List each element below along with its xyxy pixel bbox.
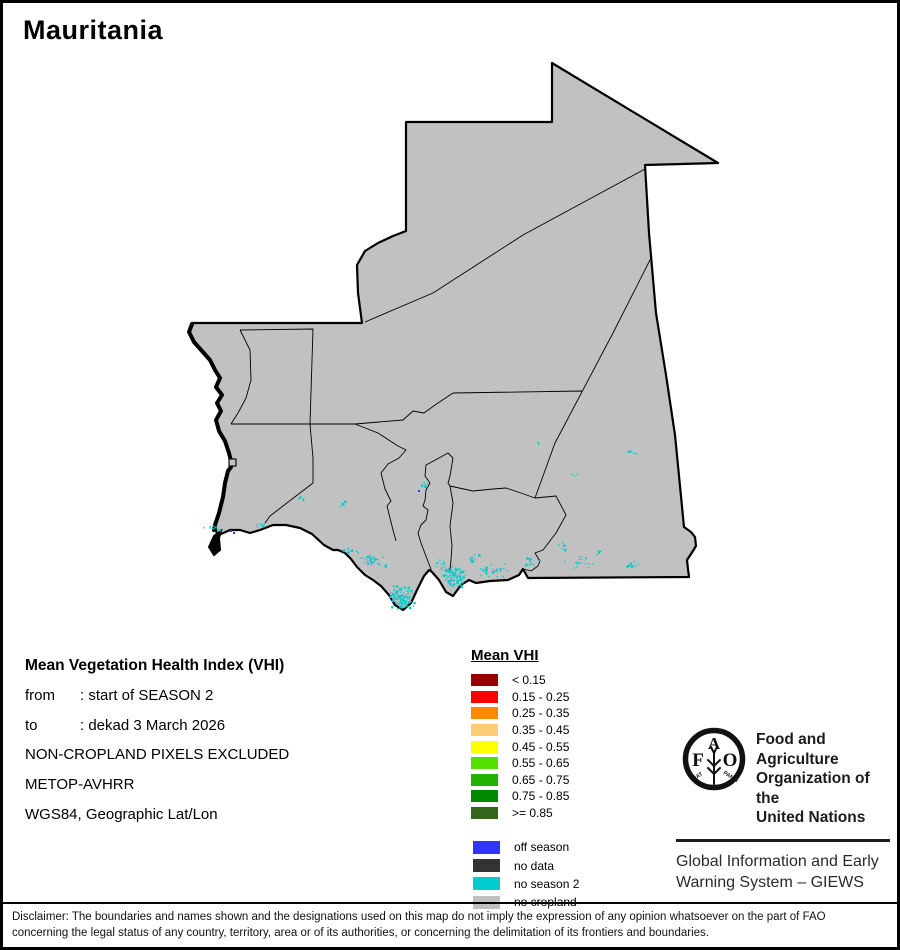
info-row-value: : dekad 3 March 2026 <box>80 716 226 734</box>
info-row-to: to : dekad 3 March 2026 <box>25 711 289 741</box>
fao-name: Food and Agriculture Organization of the… <box>756 727 892 828</box>
admin-boundaries <box>230 168 653 573</box>
legend-swatch <box>473 877 500 891</box>
legend-row: 0.35 - 0.45 <box>471 722 579 739</box>
legend-label: 0.45 - 0.55 <box>512 739 570 754</box>
country-outline <box>187 61 720 612</box>
legend-swatch <box>471 740 498 753</box>
cape-blob <box>207 528 223 557</box>
legend-swatch <box>471 807 498 820</box>
legend-label: 0.55 - 0.65 <box>512 756 570 771</box>
legend-row: no data <box>471 857 579 875</box>
info-line-noncropland: NON-CROPLAND PIXELS EXCLUDED <box>25 746 290 764</box>
legend-row: 0.45 - 0.55 <box>471 738 579 755</box>
organization-block: F A O FIAT PANIS Food and Agriculture Or… <box>676 727 892 894</box>
fao-motto-fiat: FIAT <box>691 771 705 783</box>
legend-label: 0.35 - 0.45 <box>512 723 570 738</box>
cropland-speckles <box>203 441 639 610</box>
fao-letter-o: O <box>723 750 738 771</box>
legend-swatch <box>471 790 498 803</box>
info-heading: Mean Vegetation Health Index (VHI) <box>25 657 285 674</box>
legend-swatch <box>471 674 498 687</box>
info-row-label: to <box>25 716 38 734</box>
legend-swatch <box>471 724 498 737</box>
fao-name-line: Food and Agriculture <box>756 731 839 768</box>
legend-label: 0.25 - 0.35 <box>512 706 570 721</box>
legend-row: no season 2 <box>471 875 579 893</box>
legend-swatch <box>473 859 500 873</box>
legend-label: no data <box>514 858 555 873</box>
legend-title: Mean VHI <box>471 647 539 664</box>
info-row-value: : start of SEASON 2 <box>80 686 214 704</box>
legend-swatch <box>473 840 500 854</box>
coastline-thick <box>187 322 233 532</box>
legend-label: 0.65 - 0.75 <box>512 772 570 787</box>
disclaimer: Disclaimer: The boundaries and names sho… <box>3 902 897 947</box>
legend-row: 0.75 - 0.85 <box>471 788 579 805</box>
info-row-label: from <box>25 686 55 704</box>
info-line-sensor: METOP-AVHRR <box>25 776 135 794</box>
legend-row: < 0.15 <box>471 672 579 689</box>
legend-label: off season <box>514 840 570 855</box>
info-line-projection: WGS84, Geographic Lat/Lon <box>25 805 218 823</box>
legend-label: 0.15 - 0.25 <box>512 689 570 704</box>
legend-label: 0.75 - 0.85 <box>512 789 570 804</box>
mauritania-map <box>187 61 720 612</box>
coastal-square <box>228 458 237 467</box>
legend-label: no season 2 <box>514 876 580 891</box>
legend-swatch <box>471 757 498 770</box>
legend-label: >= 0.85 <box>512 806 553 821</box>
legend-row: off season <box>471 838 579 856</box>
fao-name-line: Organization of the <box>756 770 870 807</box>
legend-label: < 0.15 <box>512 673 546 688</box>
fao-block: F A O FIAT PANIS Food and Agriculture Or… <box>676 727 892 828</box>
legend-row: 0.15 - 0.25 <box>471 689 579 706</box>
giews-line: Global Information and Early <box>676 852 879 870</box>
page-title: Mauritania <box>23 15 164 45</box>
legend-row: 0.25 - 0.35 <box>471 705 579 722</box>
legend-row: 0.55 - 0.65 <box>471 755 579 772</box>
giews-line: Warning System – GIEWS <box>676 874 864 891</box>
legend-swatch <box>471 773 498 786</box>
legend: Mean VHI < 0.15 0.15 - 0.25 0.25 - 0.35 0.3… <box>471 647 579 911</box>
legend-extra-list: off season no data no season 2 no cropland <box>471 838 579 911</box>
fao-logo-icon: F A O FIAT PANIS <box>682 727 746 791</box>
map-info-block: Mean Vegetation Health Index (VHI) from:… <box>25 651 289 830</box>
legend-swatch <box>471 690 498 703</box>
giews-name: Global Information and Early Warning Sys… <box>676 851 892 894</box>
divider-rule <box>676 838 890 842</box>
legend-row: >= 0.85 <box>471 805 579 822</box>
legend-swatch <box>471 707 498 720</box>
legend-row: 0.65 - 0.75 <box>471 772 579 789</box>
fao-name-line: United Nations <box>756 809 866 826</box>
legend-class-list: < 0.15 0.15 - 0.25 0.25 - 0.35 0.35 - 0.45 0… <box>471 672 579 821</box>
fao-letter-f: F <box>692 750 704 771</box>
info-row-from: from : start of SEASON 2 <box>25 681 289 711</box>
wheat-stalk <box>707 746 721 785</box>
